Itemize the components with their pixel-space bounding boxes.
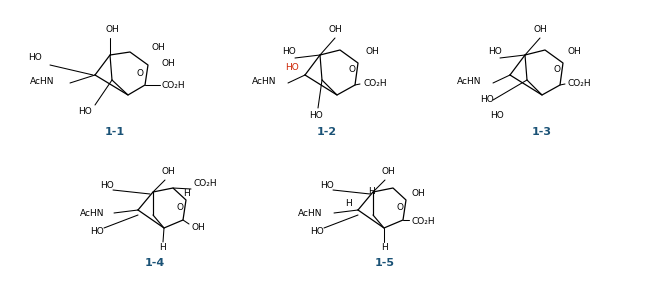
Text: H: H <box>369 187 375 197</box>
Text: CO₂H: CO₂H <box>363 79 386 88</box>
Text: OH: OH <box>533 26 547 34</box>
Text: OH: OH <box>365 48 378 57</box>
Text: 1-5: 1-5 <box>375 258 395 268</box>
Text: OH: OH <box>568 48 582 57</box>
Text: OH: OH <box>161 168 175 177</box>
Text: HO: HO <box>480 96 494 104</box>
Text: OH: OH <box>162 59 176 67</box>
Text: 1-1: 1-1 <box>105 127 125 137</box>
Text: AcHN: AcHN <box>457 77 481 86</box>
Text: H: H <box>159 243 167 253</box>
Text: 1-2: 1-2 <box>317 127 337 137</box>
Text: H: H <box>345 199 352 208</box>
Text: CO₂H: CO₂H <box>193 179 216 187</box>
Text: 1-3: 1-3 <box>532 127 552 137</box>
Text: O: O <box>554 65 560 75</box>
Text: O: O <box>137 69 143 77</box>
Text: CO₂H: CO₂H <box>162 80 186 90</box>
Text: OH: OH <box>411 189 425 197</box>
Text: OH: OH <box>105 26 119 34</box>
Text: OH: OH <box>381 168 395 177</box>
Text: CO₂H: CO₂H <box>411 218 435 226</box>
Text: H: H <box>380 243 387 253</box>
Text: HO: HO <box>90 228 104 236</box>
Text: AcHN: AcHN <box>298 208 323 218</box>
Text: HO: HO <box>488 48 502 57</box>
Text: HO: HO <box>100 181 114 189</box>
Text: HO: HO <box>282 48 295 57</box>
Text: HO: HO <box>310 228 324 236</box>
Text: 1-4: 1-4 <box>145 258 165 268</box>
Text: HO: HO <box>78 108 92 117</box>
Text: AcHN: AcHN <box>30 77 54 86</box>
Text: AcHN: AcHN <box>80 208 104 218</box>
Text: HO: HO <box>285 63 299 73</box>
Text: HO: HO <box>309 110 323 119</box>
Text: HO: HO <box>320 181 334 189</box>
Text: H: H <box>183 189 190 197</box>
Text: OH: OH <box>152 44 166 53</box>
Text: CO₂H: CO₂H <box>568 79 592 88</box>
Text: O: O <box>177 203 183 212</box>
Text: HO: HO <box>28 53 42 63</box>
Text: OH: OH <box>328 26 342 34</box>
Text: AcHN: AcHN <box>252 77 276 86</box>
Text: HO: HO <box>490 110 504 119</box>
Text: O: O <box>396 203 404 212</box>
Text: OH: OH <box>191 224 205 232</box>
Text: O: O <box>349 65 355 75</box>
